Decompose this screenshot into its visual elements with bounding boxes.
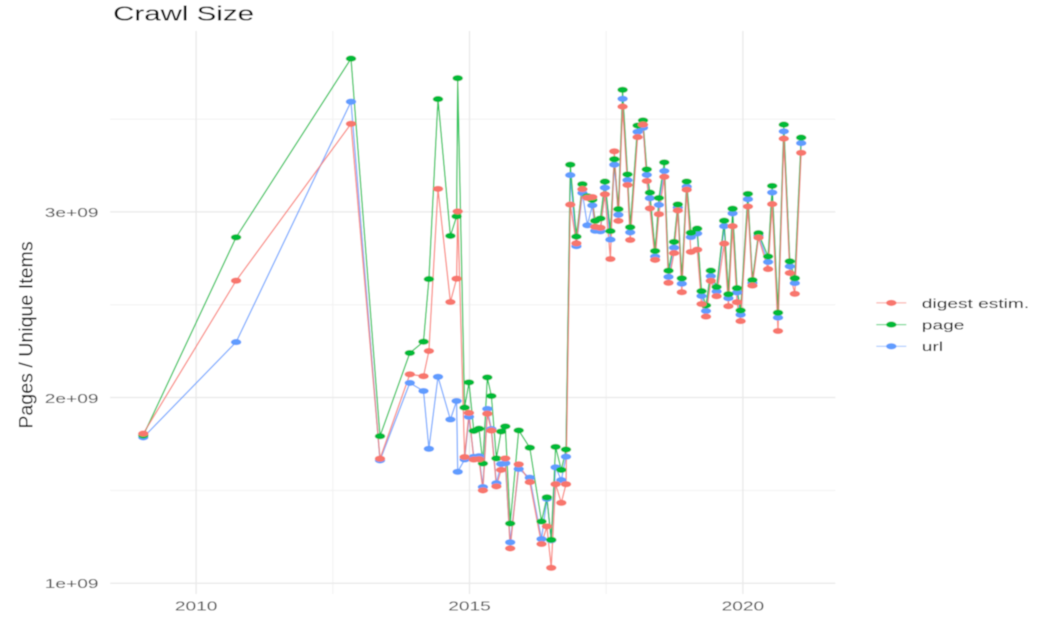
svg-text:page: page — [922, 318, 965, 333]
svg-text:Pages / Unique Items: Pages / Unique Items — [16, 241, 38, 429]
svg-text:1e+09: 1e+09 — [45, 577, 99, 592]
svg-text:2020: 2020 — [722, 599, 765, 614]
svg-text:Crawl Size: Crawl Size — [113, 3, 254, 25]
svg-text:url: url — [922, 340, 943, 355]
svg-text:2010: 2010 — [175, 599, 218, 614]
svg-text:2e+09: 2e+09 — [45, 392, 99, 407]
svg-text:3e+09: 3e+09 — [45, 206, 99, 221]
svg-text:digest estim.: digest estim. — [922, 296, 1029, 311]
svg-text:2015: 2015 — [448, 599, 491, 614]
